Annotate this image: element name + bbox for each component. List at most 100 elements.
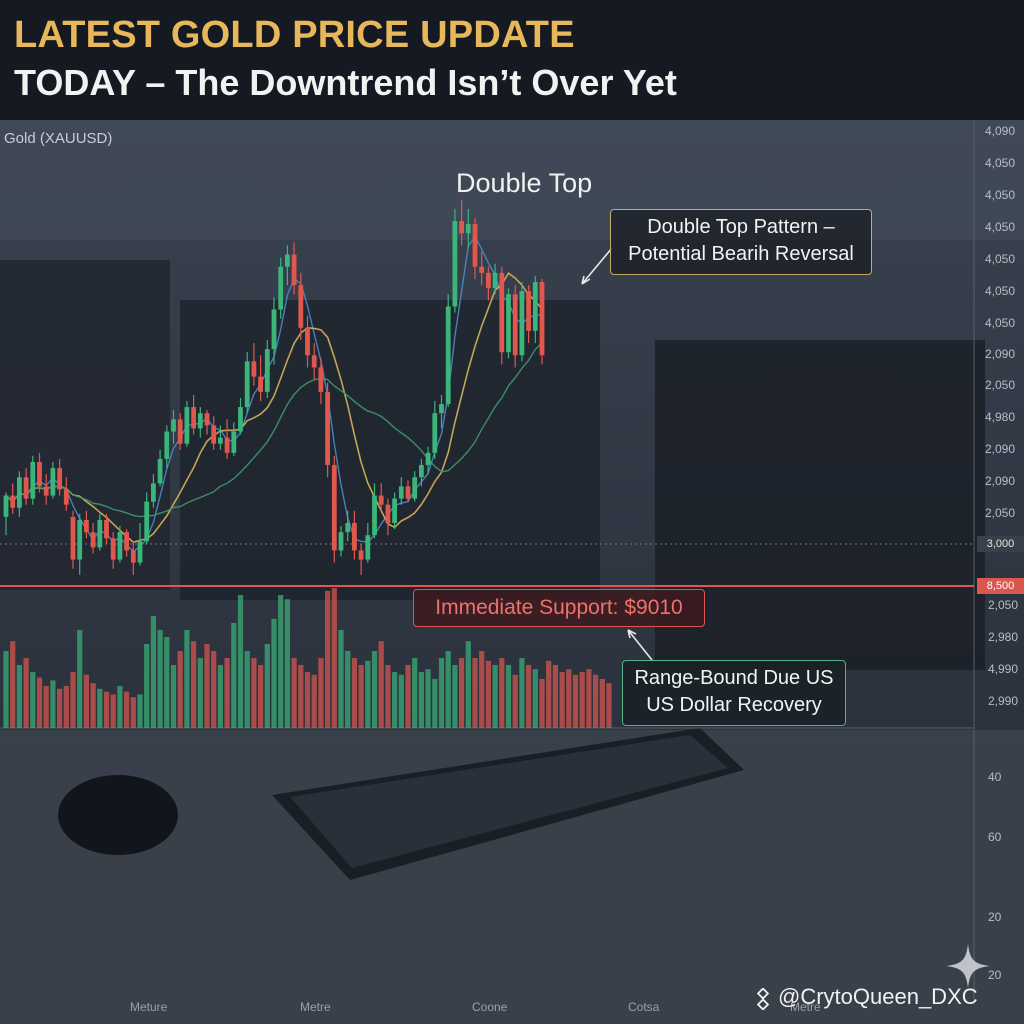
volume-bar xyxy=(438,658,445,728)
candle-body xyxy=(278,266,284,310)
volume-bar xyxy=(77,630,83,728)
candle-body xyxy=(512,294,518,356)
volume-bar xyxy=(63,686,69,728)
volume-bar xyxy=(117,686,123,728)
volume-bar xyxy=(579,672,585,728)
candle-body xyxy=(70,516,76,560)
candle-body xyxy=(305,327,310,356)
volume-tick: 2,050 xyxy=(988,598,1019,612)
volume-bar xyxy=(325,590,331,728)
candle-body xyxy=(291,254,297,286)
level-label-3000: 3,000 xyxy=(977,536,1024,552)
volume-bar xyxy=(539,679,545,728)
volume-bar xyxy=(284,599,290,728)
volume-bar xyxy=(358,665,364,728)
candle-body xyxy=(204,413,210,426)
ma-green-line xyxy=(5,342,543,518)
candle-body xyxy=(117,532,123,560)
candle-body xyxy=(432,413,438,453)
volume-bar xyxy=(492,665,498,728)
price-tick: 4,050 xyxy=(985,284,1016,298)
candle-body xyxy=(137,541,143,563)
volume-bar xyxy=(217,665,223,728)
volume-bar xyxy=(291,658,297,728)
volume-bar xyxy=(425,669,431,728)
candle-body xyxy=(264,349,270,392)
candle-body xyxy=(197,413,203,429)
volume-bar xyxy=(412,658,418,728)
candle-body xyxy=(506,294,511,353)
volume-bar xyxy=(338,630,344,728)
volume-bar xyxy=(278,595,284,728)
volume-bar xyxy=(505,665,512,728)
candle-body xyxy=(224,437,230,453)
price-tick: 4,050 xyxy=(985,252,1016,266)
x-tick: Cotsa xyxy=(628,1000,660,1014)
volume-tick: 2,980 xyxy=(988,630,1019,644)
price-tick: 4,050 xyxy=(985,220,1016,234)
candle-body xyxy=(486,272,491,289)
candle-body xyxy=(258,376,263,392)
volume-bar xyxy=(197,658,203,728)
lower-axis-tick: 60 xyxy=(988,830,1002,844)
volume-bar xyxy=(378,641,384,728)
volume-bar xyxy=(231,623,237,728)
candle-body xyxy=(311,355,317,368)
volume-bar xyxy=(331,588,337,728)
candle-body xyxy=(110,538,116,560)
volume-bar xyxy=(137,694,143,728)
price-tick: 4,050 xyxy=(985,188,1016,202)
candle-body xyxy=(445,306,451,405)
volume-bar xyxy=(532,669,538,728)
candle-body xyxy=(539,282,545,356)
volume-bar xyxy=(371,651,378,728)
volume-bar xyxy=(499,658,505,728)
volume-bar xyxy=(264,644,270,728)
volume-bar xyxy=(599,679,605,728)
price-tick: 4,980 xyxy=(985,410,1016,424)
candle-body xyxy=(532,282,538,331)
volume-bar xyxy=(465,641,471,728)
candle-body xyxy=(365,535,371,560)
volume-bar xyxy=(211,651,217,728)
price-tick: 2,050 xyxy=(985,378,1016,392)
candle-body xyxy=(385,504,391,523)
candle-body xyxy=(492,272,498,289)
candle-body xyxy=(144,501,150,542)
volume-bar xyxy=(526,665,532,728)
volume-bar xyxy=(43,686,49,728)
volume-bar xyxy=(150,616,156,728)
symbol-label: Gold (XAUUSD) xyxy=(4,130,113,147)
volume-bar xyxy=(258,665,264,728)
candle-body xyxy=(338,532,344,551)
volume-bar xyxy=(311,674,317,728)
candle-body xyxy=(439,404,444,414)
volume-bar xyxy=(57,688,63,728)
volume-bar xyxy=(459,658,465,728)
candle-body xyxy=(37,462,42,487)
candle-body xyxy=(425,452,431,466)
price-tick: 2,050 xyxy=(985,506,1016,520)
volume-bar xyxy=(23,658,29,728)
sparkle-icon xyxy=(946,944,990,988)
candle-body xyxy=(251,361,257,377)
volume-bar xyxy=(271,618,277,728)
x-tick: Coone xyxy=(472,1000,508,1014)
candle-body xyxy=(392,498,397,523)
candle-body xyxy=(231,431,237,453)
candle-body xyxy=(238,407,243,432)
candle-body xyxy=(271,309,277,350)
volume-bar xyxy=(36,677,43,728)
volume-bar xyxy=(546,660,552,728)
range-arrow xyxy=(627,629,653,661)
volume-bar xyxy=(224,658,230,728)
candle-body xyxy=(472,224,478,267)
price-tick: 4,050 xyxy=(985,316,1016,330)
volume-bar xyxy=(3,651,9,728)
double-top-label: Double Top xyxy=(456,168,593,198)
candle-body xyxy=(479,266,485,273)
price-tick: 2,090 xyxy=(985,474,1016,488)
watermark: @CrytoQueen_DXC xyxy=(778,984,978,1009)
candle-body xyxy=(43,486,49,496)
candle-body xyxy=(151,483,156,502)
